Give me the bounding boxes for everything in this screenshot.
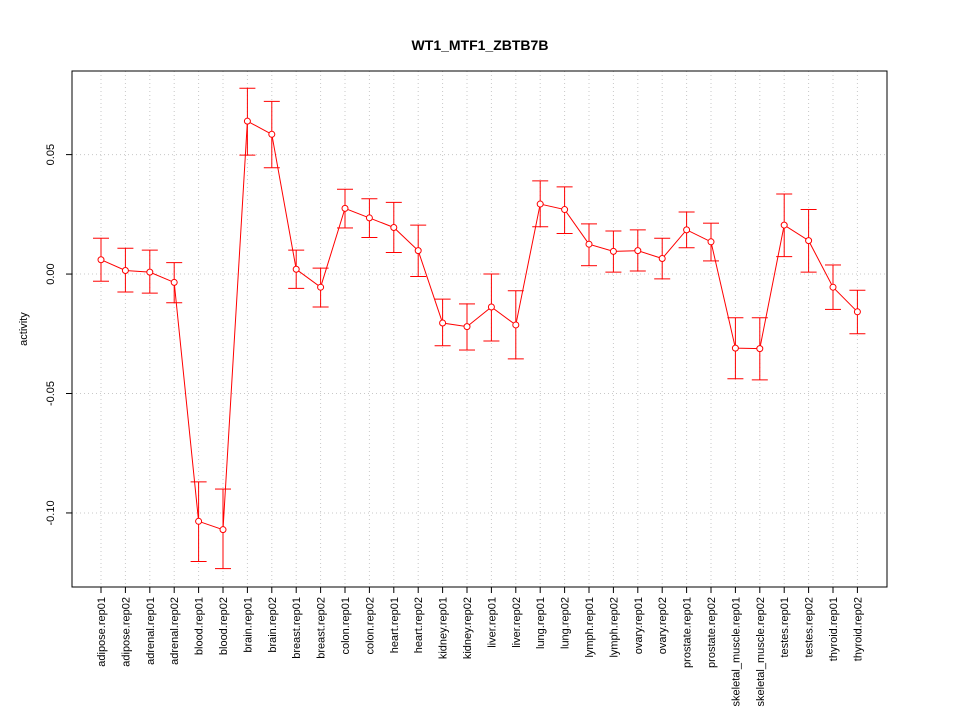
data-point xyxy=(121,266,129,274)
data-point xyxy=(170,278,178,286)
x-tick-label: colon.rep02 xyxy=(364,597,376,655)
x-tick-label: lymph.rep02 xyxy=(608,597,620,658)
x-tick-label: testes.rep01 xyxy=(779,597,791,658)
data-point xyxy=(756,345,764,353)
x-tick-label: brain.rep01 xyxy=(242,597,254,653)
x-tick-label: heart.rep01 xyxy=(389,597,401,653)
data-point xyxy=(634,247,642,255)
data-point xyxy=(390,223,398,231)
data-point xyxy=(512,321,520,329)
data-point xyxy=(414,247,422,255)
data-point xyxy=(585,240,593,248)
x-tick-label: blood.rep02 xyxy=(218,597,230,655)
x-tick-label: lymph.rep01 xyxy=(584,597,596,658)
x-tick-label: skeletal_muscle.rep01 xyxy=(730,597,742,706)
x-tick-label: skeletal_muscle.rep02 xyxy=(755,597,767,706)
y-tick-label: 0.05 xyxy=(45,144,57,165)
data-point xyxy=(780,221,788,229)
x-tick-label: testes.rep02 xyxy=(804,597,816,658)
data-point xyxy=(707,238,715,246)
x-tick-label: colon.rep01 xyxy=(340,597,352,655)
x-tick-label: adipose.rep02 xyxy=(120,597,132,667)
series-line xyxy=(100,120,858,531)
x-tick-label: prostate.rep01 xyxy=(682,597,694,668)
x-tick-label: ovary.rep01 xyxy=(633,597,645,654)
x-tick-label: brain.rep02 xyxy=(267,597,279,653)
x-tick-label: adipose.rep01 xyxy=(96,597,108,667)
x-tick-label: thyroid.rep02 xyxy=(852,597,864,661)
data-point xyxy=(243,117,251,125)
data-point xyxy=(658,255,666,263)
x-tick-label: prostate.rep02 xyxy=(706,597,718,668)
data-point xyxy=(219,526,227,534)
x-tick-label: kidney.rep02 xyxy=(462,597,474,659)
data-point xyxy=(146,268,154,276)
data-point xyxy=(317,283,325,291)
x-tick-label: liver.rep02 xyxy=(511,597,523,648)
data-point xyxy=(536,200,544,208)
data-point xyxy=(195,517,203,525)
y-tick-label: -0.05 xyxy=(45,381,57,406)
x-tick-label: lung.rep02 xyxy=(560,597,572,649)
data-point xyxy=(853,308,861,316)
x-tick-label: breast.rep01 xyxy=(291,597,303,659)
y-axis: -0.10 -0.05 0.00 0.05 xyxy=(45,144,73,525)
y-tick-label: -0.10 xyxy=(45,500,57,525)
y-axis-label: activity xyxy=(18,312,30,346)
x-tick-label: ovary.rep02 xyxy=(657,597,669,654)
x-tick-label: liver.rep01 xyxy=(486,597,498,648)
x-tick-label: kidney.rep01 xyxy=(438,597,450,659)
x-tick-label: breast.rep02 xyxy=(316,597,328,659)
data-point xyxy=(439,319,447,327)
data-point xyxy=(683,226,691,234)
data-point xyxy=(463,323,471,331)
x-tick-label: blood.rep01 xyxy=(194,597,206,655)
x-tick-label: adrenal.rep02 xyxy=(169,597,181,665)
series-layer xyxy=(93,87,866,570)
data-point xyxy=(268,130,276,138)
x-tick-label: thyroid.rep01 xyxy=(828,597,840,661)
x-tick-label: adrenal.rep01 xyxy=(145,597,157,665)
data-point xyxy=(609,247,617,255)
data-point xyxy=(97,256,105,264)
x-tick-label: lung.rep01 xyxy=(535,597,547,649)
grid-layer xyxy=(72,71,887,587)
data-point xyxy=(561,206,569,214)
data-point xyxy=(365,214,373,222)
data-point xyxy=(731,344,739,352)
data-point xyxy=(341,204,349,212)
data-point xyxy=(487,303,495,311)
data-point xyxy=(292,265,300,273)
x-tick-label: heart.rep02 xyxy=(413,597,425,653)
chart-title: WT1_MTF1_ZBTB7B xyxy=(412,37,549,53)
data-point xyxy=(805,237,813,245)
data-point xyxy=(829,283,837,291)
plot-frame xyxy=(71,70,888,588)
y-tick-label: 0.00 xyxy=(45,263,57,284)
x-axis: adipose.rep01 adipose.rep02 adrenal.rep01 a… xyxy=(96,586,864,706)
